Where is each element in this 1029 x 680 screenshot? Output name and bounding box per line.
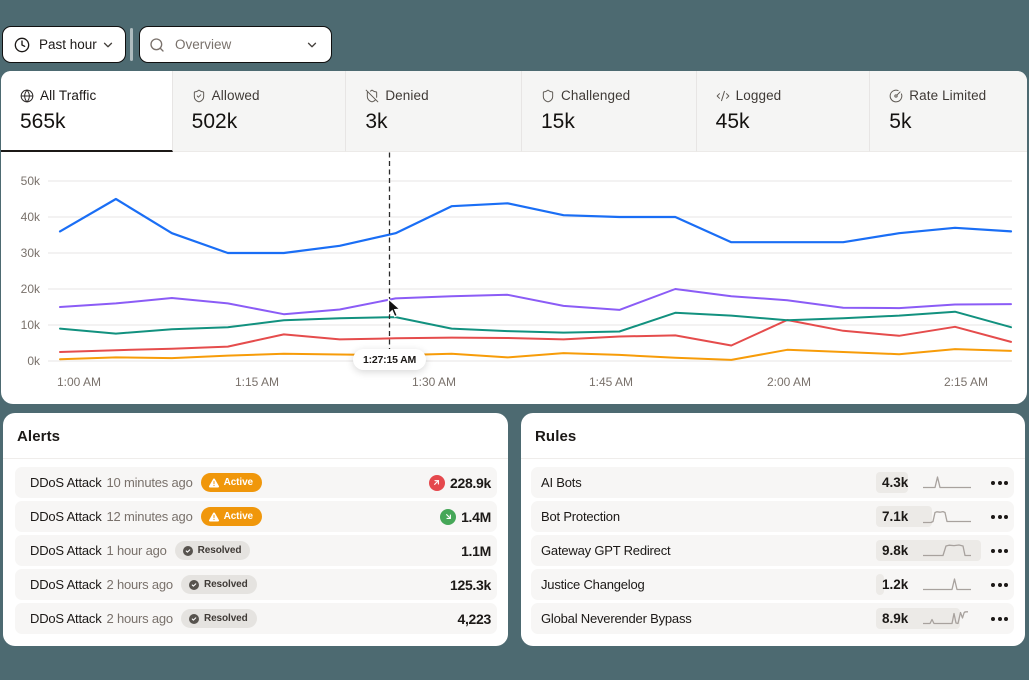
- svg-text:40k: 40k: [21, 210, 41, 224]
- svg-text:2:00 AM: 2:00 AM: [767, 375, 811, 389]
- svg-text:20k: 20k: [21, 282, 41, 296]
- svg-text:1:15 AM: 1:15 AM: [235, 375, 279, 389]
- svg-text:1:30 AM: 1:30 AM: [412, 375, 456, 389]
- svg-text:10k: 10k: [21, 318, 41, 332]
- svg-text:1:00 AM: 1:00 AM: [57, 375, 101, 389]
- svg-text:2:15 AM: 2:15 AM: [944, 375, 988, 389]
- svg-text:30k: 30k: [21, 246, 41, 260]
- svg-text:1:45 AM: 1:45 AM: [589, 375, 633, 389]
- svg-text:50k: 50k: [21, 174, 41, 188]
- svg-text:0k: 0k: [27, 354, 41, 368]
